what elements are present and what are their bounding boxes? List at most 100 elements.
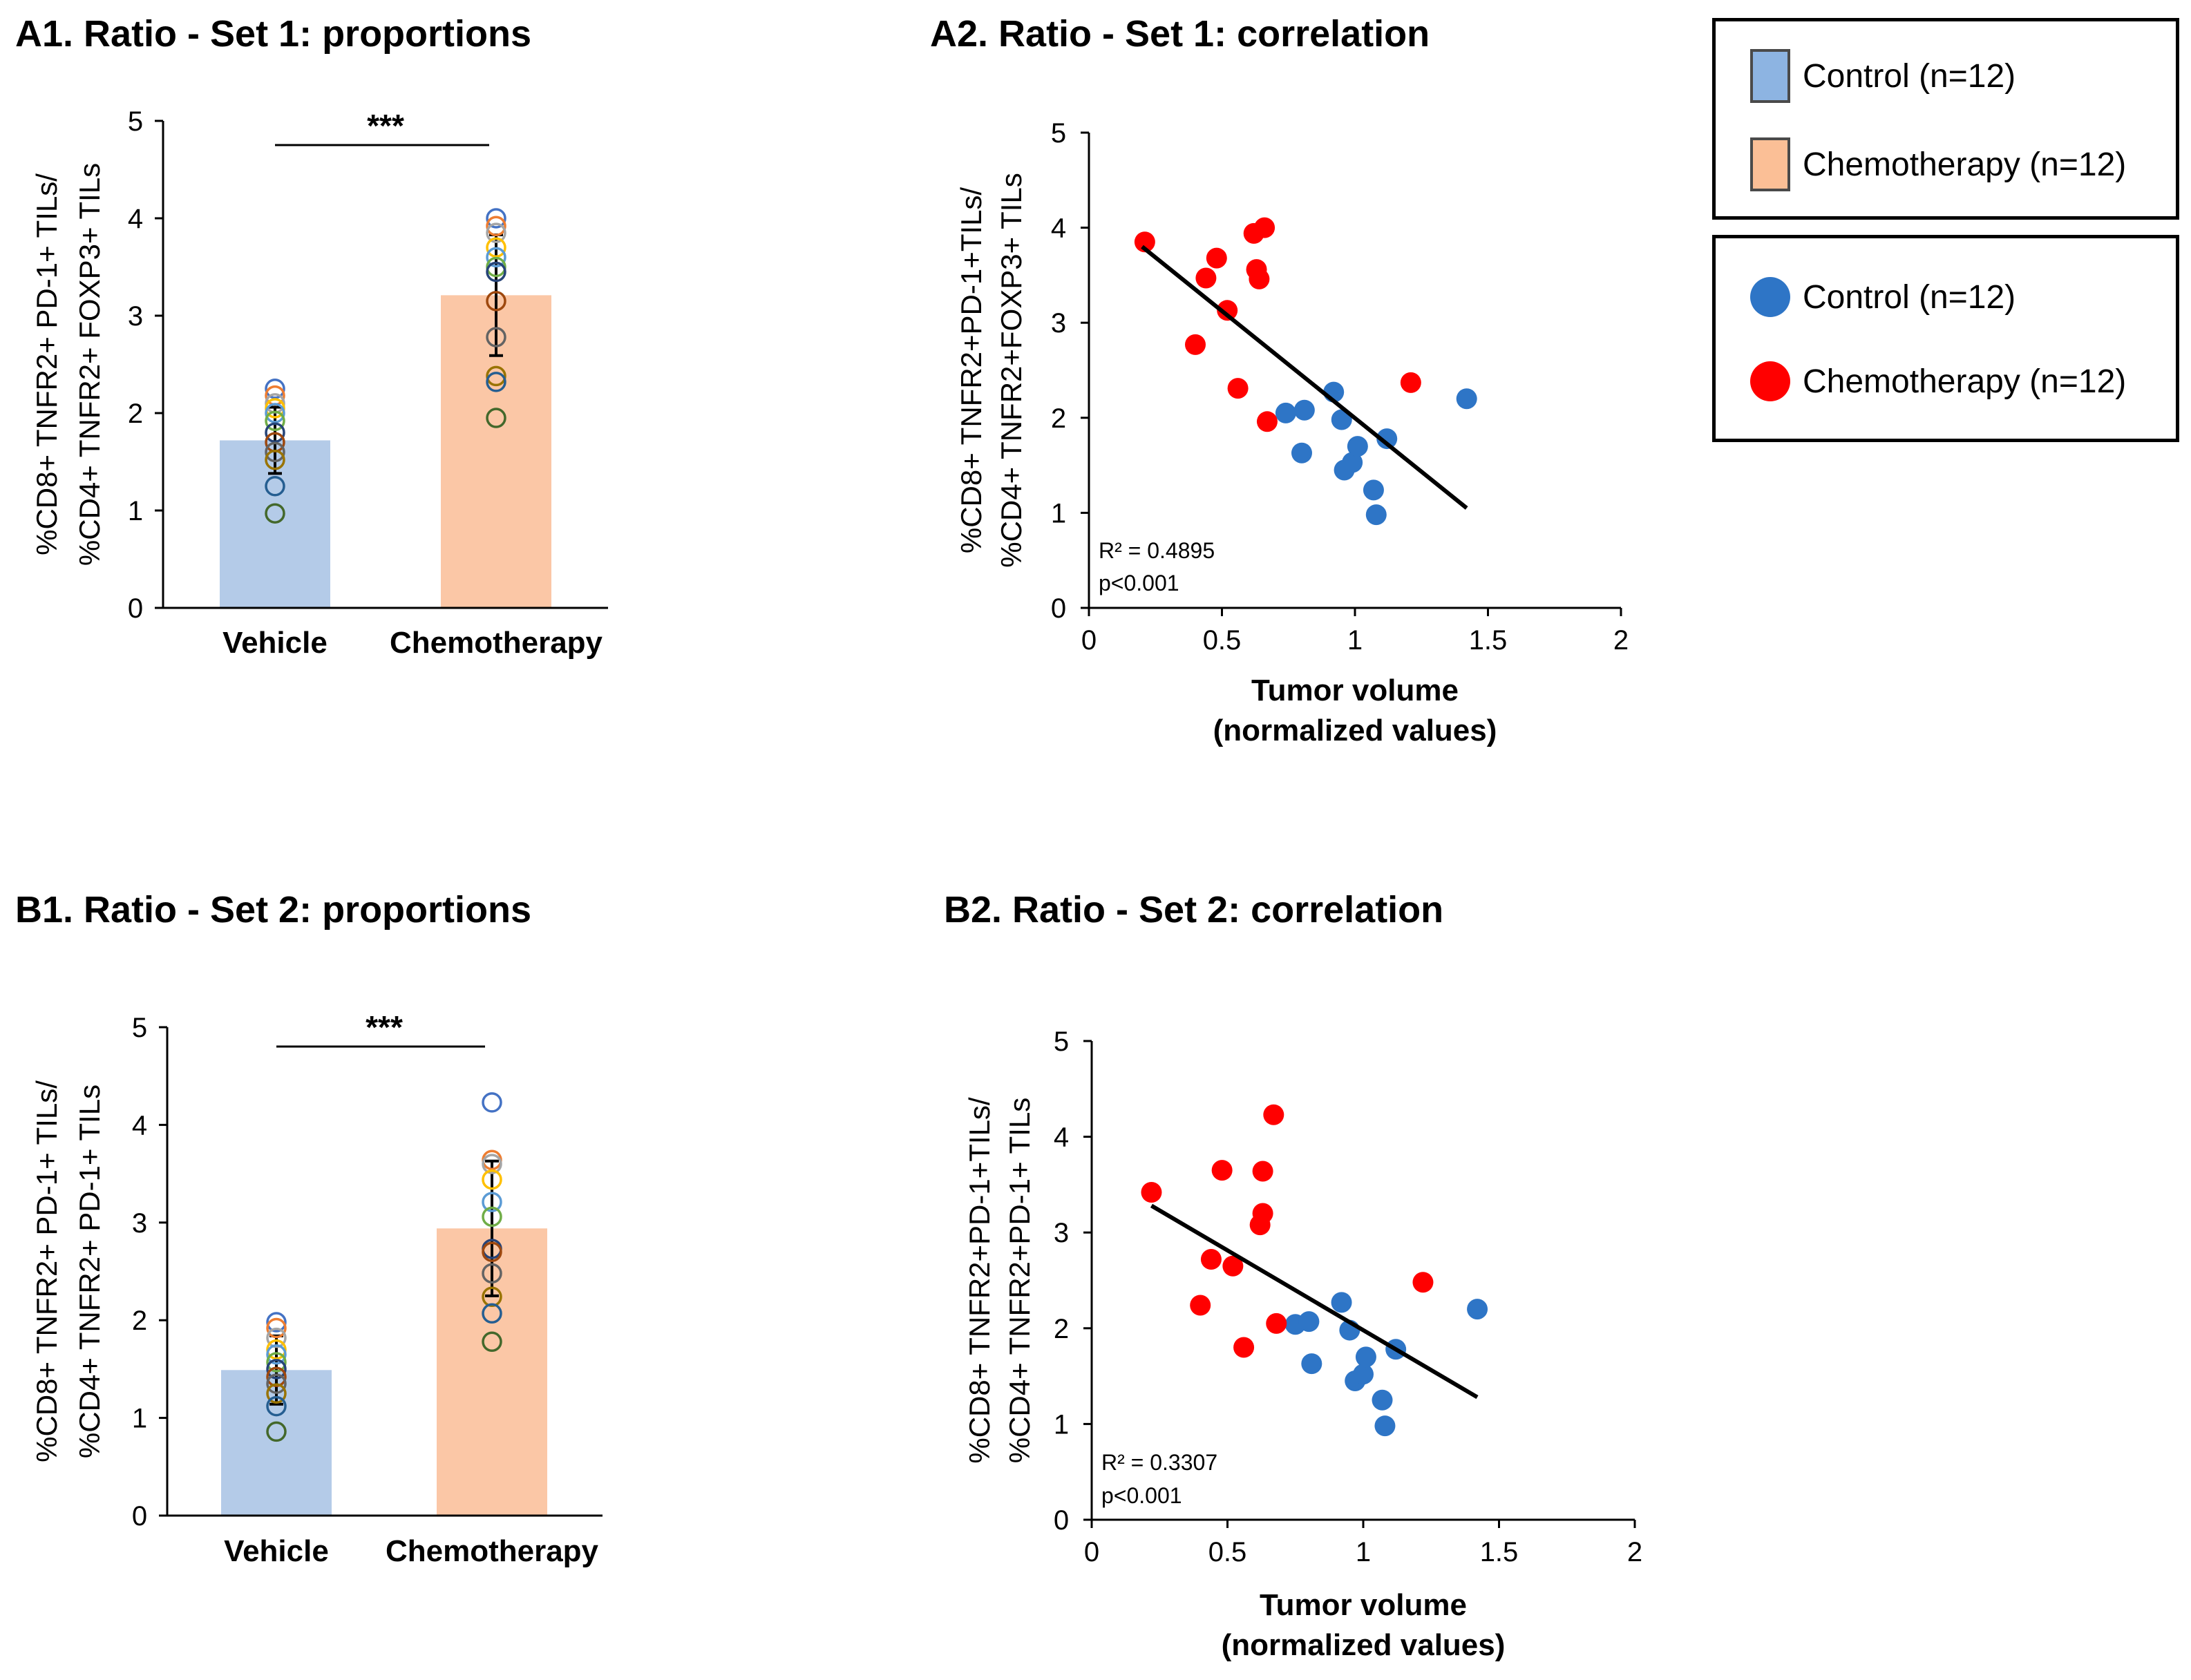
control-point bbox=[1467, 1299, 1488, 1320]
data-point-chemotherapy bbox=[482, 1154, 502, 1174]
y-tick-label: 3 bbox=[1054, 1218, 1069, 1248]
x-category-label: Vehicle bbox=[224, 1534, 329, 1568]
x-category-label: Chemotherapy bbox=[390, 626, 603, 660]
control-point bbox=[1301, 1353, 1322, 1375]
data-point-vehicle bbox=[266, 1344, 287, 1365]
chemotherapy-point bbox=[1211, 1160, 1233, 1181]
chemotherapy-point bbox=[1252, 1161, 1273, 1182]
data-point-chemotherapy bbox=[486, 291, 506, 312]
y-tick-label: 5 bbox=[128, 106, 143, 137]
legend-dots: Control (n=12) Chemotherapy (n=12) bbox=[1712, 235, 2179, 442]
chemotherapy-point bbox=[1141, 1181, 1162, 1203]
data-point-chemotherapy bbox=[486, 261, 506, 283]
x-axis-label: (normalized values) bbox=[1222, 1628, 1506, 1662]
y-axis-label: %CD4+ TNFR2+PD-1+ TILs bbox=[1003, 1098, 1036, 1463]
y-tick-label: 2 bbox=[1054, 1314, 1069, 1344]
y-tick-label: 2 bbox=[128, 399, 143, 429]
y-tick-label: 0 bbox=[1051, 593, 1066, 624]
control-point bbox=[1334, 459, 1355, 481]
y-axis-label: %CD8+ TNFR2+ PD-1+ TILs/ bbox=[30, 1080, 63, 1462]
legend-item-chemotherapy-dot: Chemotherapy (n=12) bbox=[1750, 361, 2126, 401]
legend-item-control: Control (n=12) bbox=[1750, 49, 2015, 103]
x-axis-label: Tumor volume bbox=[1260, 1588, 1467, 1622]
legend-item-control-dot: Control (n=12) bbox=[1750, 277, 2015, 317]
data-point-chemotherapy bbox=[486, 365, 506, 387]
y-tick-label: 1 bbox=[1051, 498, 1066, 528]
x-tick-label: 1 bbox=[1356, 1537, 1371, 1567]
y-tick-label: 0 bbox=[1054, 1505, 1069, 1536]
chemotherapy-point bbox=[1222, 1255, 1244, 1277]
chemotherapy-point bbox=[1266, 1312, 1287, 1334]
panel-title-B2: B2. Ratio - Set 2: correlation bbox=[944, 889, 1444, 930]
data-point-vehicle bbox=[265, 476, 285, 497]
y-tick-label: 4 bbox=[128, 204, 143, 234]
data-point-chemotherapy bbox=[486, 208, 506, 229]
data-point-chemotherapy bbox=[482, 1192, 502, 1212]
x-tick-label: 0.5 bbox=[1203, 625, 1242, 656]
y-axis-label: %CD8+ TNFR2+ PD-1+ TILs/ bbox=[30, 173, 63, 555]
control-point bbox=[1376, 428, 1398, 450]
y-tick-label: 1 bbox=[132, 1404, 147, 1434]
x-category-label: Vehicle bbox=[222, 626, 328, 660]
chemotherapy-swatch bbox=[1750, 137, 1790, 191]
control-point bbox=[1365, 504, 1387, 526]
x-axis-label: (normalized values) bbox=[1213, 714, 1497, 747]
y-tick-label: 1 bbox=[128, 496, 143, 526]
data-point-vehicle bbox=[266, 1317, 287, 1339]
data-point-vehicle bbox=[265, 449, 285, 470]
y-tick-label: 3 bbox=[132, 1208, 147, 1239]
y-tick-label: 1 bbox=[1054, 1409, 1069, 1440]
chemotherapy-point bbox=[1233, 1337, 1255, 1358]
data-point-chemotherapy bbox=[486, 256, 506, 278]
legend-label-chemotherapy: Chemotherapy (n=12) bbox=[1803, 146, 2127, 183]
y-tick-label: 2 bbox=[132, 1306, 147, 1336]
control-point bbox=[1275, 402, 1296, 423]
x-tick-label: 0 bbox=[1081, 625, 1097, 656]
chemotherapy-point bbox=[1227, 378, 1249, 399]
chemotherapy-point bbox=[1206, 247, 1227, 269]
chemotherapy-point bbox=[1412, 1272, 1434, 1293]
x-tick-label: 1.5 bbox=[1469, 625, 1508, 656]
data-point-vehicle bbox=[265, 410, 285, 432]
control-point bbox=[1291, 442, 1312, 464]
chemotherapy-point bbox=[1217, 300, 1238, 321]
data-point-chemotherapy bbox=[486, 216, 506, 237]
data-point-vehicle bbox=[265, 379, 285, 399]
x-tick-label: 2 bbox=[1627, 1537, 1642, 1567]
data-point-chemotherapy bbox=[486, 222, 506, 243]
chemotherapy-point bbox=[1263, 1104, 1284, 1125]
legend-label-chemotherapy-dot: Chemotherapy (n=12) bbox=[1803, 363, 2127, 400]
control-point bbox=[1355, 1346, 1376, 1368]
data-point-chemotherapy bbox=[482, 1303, 502, 1324]
p-value-label: p<0.001 bbox=[1101, 1483, 1182, 1508]
data-point-vehicle bbox=[266, 1395, 287, 1417]
x-tick-label: 0 bbox=[1084, 1537, 1099, 1567]
x-tick-label: 2 bbox=[1613, 625, 1629, 656]
control-point bbox=[1331, 1292, 1352, 1313]
y-axis-label: %CD4+ TNFR2+FOXP3+ TILs bbox=[995, 173, 1027, 568]
significance-label: *** bbox=[366, 1009, 403, 1045]
control-point bbox=[1372, 1389, 1393, 1411]
r-squared-label: R² = 0.4895 bbox=[1099, 538, 1215, 563]
control-point bbox=[1293, 399, 1315, 421]
data-point-chemotherapy bbox=[486, 247, 506, 268]
control-point bbox=[1374, 1415, 1396, 1437]
data-point-chemotherapy bbox=[482, 1286, 502, 1308]
y-tick-label: 5 bbox=[132, 1013, 147, 1043]
control-point bbox=[1347, 436, 1368, 457]
data-point-vehicle bbox=[266, 1421, 287, 1442]
x-tick-label: 0.5 bbox=[1208, 1537, 1247, 1567]
control-point bbox=[1331, 409, 1352, 430]
chemotherapy-point bbox=[1200, 1249, 1222, 1270]
y-tick-label: 0 bbox=[128, 593, 143, 624]
x-tick-label: 1.5 bbox=[1480, 1537, 1519, 1567]
legend-item-chemotherapy: Chemotherapy (n=12) bbox=[1750, 137, 2126, 191]
y-tick-label: 2 bbox=[1051, 403, 1066, 434]
data-point-chemotherapy bbox=[482, 1241, 502, 1262]
y-axis-label: %CD4+ TNFR2+ FOXP3+ TILs bbox=[73, 163, 106, 566]
trendline bbox=[1141, 245, 1468, 510]
data-point-chemotherapy bbox=[482, 1206, 502, 1228]
y-tick-label: 4 bbox=[1054, 1123, 1069, 1153]
data-point-vehicle bbox=[266, 1373, 287, 1394]
chemotherapy-point bbox=[1134, 231, 1155, 253]
